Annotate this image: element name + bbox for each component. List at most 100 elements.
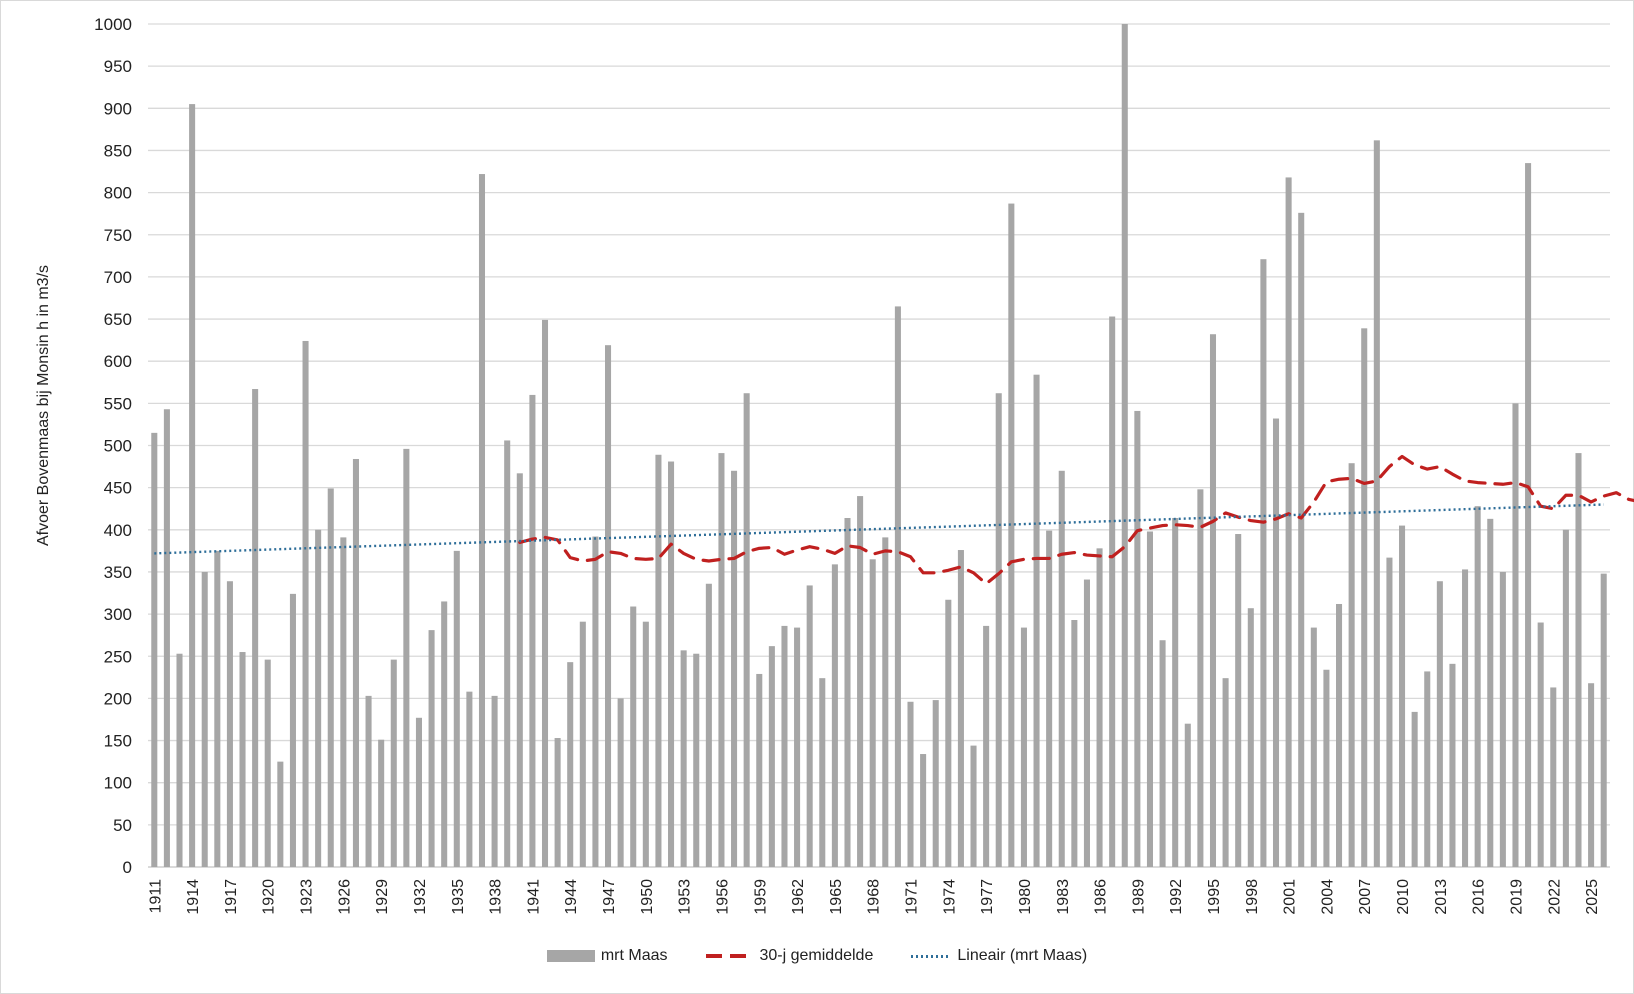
bar <box>1399 525 1406 867</box>
x-tick-label: 1923 <box>299 879 316 915</box>
y-tick-label: 450 <box>104 479 132 498</box>
bar <box>1235 534 1242 867</box>
x-tick-label: 1992 <box>1168 879 1185 915</box>
x-tick-label: 1938 <box>488 879 505 915</box>
bar <box>1008 203 1015 867</box>
x-tick-label: 2013 <box>1433 879 1450 915</box>
bar-swatch-icon <box>546 950 595 962</box>
y-tick-label: 600 <box>104 352 132 371</box>
bar <box>907 701 914 867</box>
x-tick-label: 1959 <box>752 879 769 915</box>
x-tick-label: 2010 <box>1395 879 1412 915</box>
x-tick-label: 1944 <box>563 879 580 915</box>
bar <box>1424 671 1431 867</box>
bar <box>668 461 675 867</box>
bar <box>1600 573 1607 867</box>
bar <box>680 650 687 867</box>
legend-item-moving-average: 30-j gemiddelde <box>705 947 873 965</box>
bar <box>743 393 750 867</box>
bar <box>1260 259 1267 867</box>
bar <box>1146 531 1153 867</box>
bar <box>1046 530 1053 867</box>
bar <box>995 393 1002 867</box>
bar <box>541 319 549 867</box>
y-tick-label: 250 <box>104 647 132 666</box>
y-tick-label: 100 <box>104 774 132 793</box>
bar <box>390 659 397 867</box>
legend-item-bars: mrt Maas <box>546 947 668 965</box>
dashed-line-swatch-icon <box>705 954 754 958</box>
trend-line <box>154 503 1604 555</box>
bar <box>1020 627 1027 867</box>
bar <box>768 646 775 867</box>
bar <box>176 653 183 867</box>
bar <box>1336 603 1343 867</box>
bar <box>1310 627 1317 867</box>
bar <box>983 625 990 867</box>
y-tick-label: 900 <box>104 99 132 118</box>
bar <box>1537 622 1544 867</box>
bar <box>378 739 385 867</box>
y-tick-label: 700 <box>104 268 132 287</box>
x-tick-label: 1935 <box>450 879 467 915</box>
bar <box>516 473 523 867</box>
bar <box>882 537 889 867</box>
bar <box>1373 140 1380 868</box>
y-tick-label: 850 <box>104 141 132 160</box>
bar <box>1298 212 1305 867</box>
bar <box>1525 163 1532 868</box>
bar <box>1222 678 1229 867</box>
bar <box>1361 328 1368 867</box>
bar <box>1184 723 1191 867</box>
y-tick-label: 550 <box>104 394 132 413</box>
bar <box>264 659 271 867</box>
bar <box>1411 711 1418 867</box>
bar <box>340 537 347 867</box>
bar <box>1058 470 1065 867</box>
x-tick-label: 1983 <box>1055 879 1072 915</box>
x-tick-label: 2022 <box>1546 879 1563 915</box>
bar <box>1562 529 1569 867</box>
x-tick-label: 1950 <box>639 879 656 915</box>
bar <box>504 440 511 867</box>
bar <box>214 550 221 867</box>
bar <box>1083 579 1090 867</box>
x-tick-label: 1926 <box>336 879 353 915</box>
bar <box>352 458 359 867</box>
y-tick-label: 400 <box>104 521 132 540</box>
x-tick-label: 1914 <box>185 879 202 915</box>
bar <box>1159 640 1166 867</box>
x-tick-label: 2004 <box>1319 879 1336 915</box>
bar <box>441 601 448 867</box>
bar <box>894 306 901 867</box>
bar <box>453 550 460 867</box>
bar <box>415 717 422 867</box>
x-tick-label: 1965 <box>828 879 845 915</box>
bar <box>781 625 788 867</box>
bar <box>1109 316 1116 867</box>
y-tick-label: 300 <box>104 605 132 624</box>
bar <box>844 517 851 867</box>
bar <box>794 627 801 867</box>
bar <box>932 700 939 867</box>
x-tick-label: 1911 <box>147 879 164 914</box>
bar <box>857 496 864 867</box>
bar <box>970 745 977 867</box>
x-tick-label: 1974 <box>941 879 958 915</box>
bar <box>945 599 952 867</box>
bar <box>226 581 233 867</box>
bar <box>252 389 259 867</box>
y-tick-label: 200 <box>104 689 132 708</box>
y-tick-label: 650 <box>104 310 132 329</box>
x-tick-label: 1956 <box>714 879 731 915</box>
bar <box>1096 548 1103 867</box>
bar <box>466 691 473 867</box>
x-tick-label: 2025 <box>1584 879 1601 915</box>
bar <box>1550 687 1557 867</box>
y-tick-label: 750 <box>104 226 132 245</box>
bar <box>554 738 561 867</box>
bar <box>478 174 486 867</box>
bar <box>1285 177 1292 867</box>
legend-label: Lineair (mrt Maas) <box>957 947 1088 964</box>
